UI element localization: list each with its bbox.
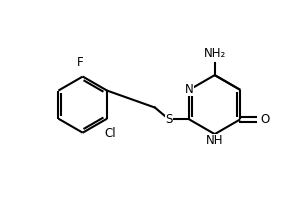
Text: Cl: Cl: [104, 127, 116, 140]
Text: NH₂: NH₂: [203, 47, 226, 60]
Text: N: N: [185, 83, 194, 96]
Text: F: F: [77, 56, 83, 69]
Text: O: O: [260, 113, 269, 126]
Text: NH: NH: [206, 134, 223, 147]
Text: S: S: [165, 113, 173, 126]
